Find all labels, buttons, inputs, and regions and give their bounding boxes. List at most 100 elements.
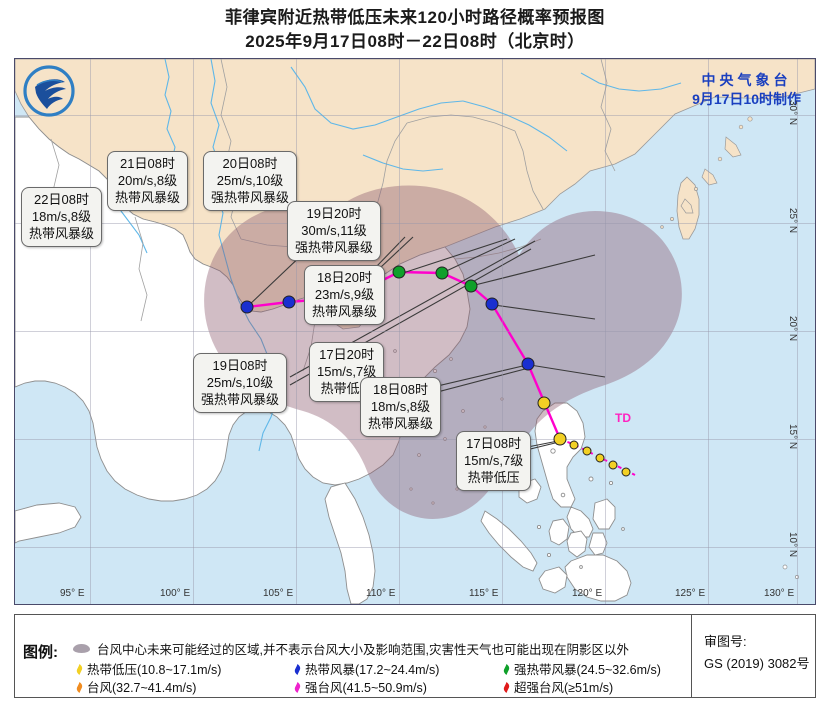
track-point-22日08时[interactable] — [240, 300, 254, 314]
grid-line-lat-25 — [15, 223, 815, 224]
callout-20日08时[interactable]: 20日08时 25m/s,10级 强热带风暴级 — [203, 151, 298, 211]
review-number-label: 审图号: — [704, 634, 747, 649]
legend-left-section: 图例: 台风中心未来可能经过的区域,并不表示台风大小及影响范围,灾害性天气也可能… — [15, 615, 691, 697]
past-point-3 — [595, 453, 605, 463]
callout-category: 热带低压 — [467, 470, 520, 485]
track-point-17日20时[interactable] — [537, 396, 551, 410]
legend-item-superty: 超强台风(≥51m/s) — [514, 681, 614, 695]
typhoon-swirl-icon-superty — [502, 680, 511, 693]
lon-tick-120: 120° E — [572, 588, 603, 599]
chart-title-block: 菲律宾附近热带低压未来120小时路径概率预报图 2025年9月17日08时－22… — [0, 6, 830, 54]
lon-tick-130: 130° E — [764, 588, 795, 599]
callout-category: 强热带风暴级 — [201, 392, 280, 407]
track-point-17日08时[interactable] — [553, 432, 567, 446]
grid-line-lon-130 — [797, 59, 798, 604]
track-point-21日08时[interactable] — [282, 295, 296, 309]
grid-line-lon-125 — [708, 59, 709, 604]
forecast-map[interactable]: 中央气象台 9月17日10时制作 22日08时 18m/s,8级 热带风暴级 2… — [14, 58, 816, 605]
past-point-1 — [569, 440, 579, 450]
legend-item-td: 热带低压(10.8~17.1m/s) — [87, 663, 222, 677]
track-point-20日08时[interactable] — [392, 265, 406, 279]
callout-17日08时[interactable]: 17日08时 15m/s,7级 热带低压 — [456, 431, 532, 491]
grid-line-lon-120 — [605, 59, 606, 604]
callout-18日08时[interactable]: 18日08时 18m/s,8级 热带风暴级 — [360, 377, 442, 437]
philippines-archipelago — [480, 402, 632, 602]
org-stamp: 中央气象台 9月17日10时制作 — [692, 71, 801, 109]
grid-line-lon-105 — [296, 59, 297, 604]
callout-18日20时[interactable]: 18日20时 23m/s,9级 热带风暴级 — [304, 265, 386, 325]
track-point-19日20时b[interactable] — [435, 266, 449, 280]
typhoon-swirl-icon-ts — [293, 662, 302, 675]
callout-time: 18日08时 — [373, 382, 428, 397]
callout-time: 22日08时 — [34, 192, 89, 207]
callout-time: 17日20时 — [319, 347, 375, 362]
legend-item-sts: 强热带风暴(24.5~32.6m/s) — [514, 663, 661, 677]
callout-wind: 25m/s,10级 — [216, 173, 284, 188]
callout-22日08时[interactable]: 22日08时 18m/s,8级 热带风暴级 — [21, 187, 103, 247]
callout-wind: 30m/s,11级 — [301, 223, 367, 238]
legend-item-ts: 热带风暴(17.2~24.4m/s) — [305, 663, 440, 677]
typhoon-swirl-icon-sts — [502, 662, 511, 675]
grid-line-lon-95 — [90, 59, 91, 604]
callout-category: 热带低压 — [320, 381, 373, 396]
callout-category: 热带风暴级 — [312, 304, 378, 319]
callout-19日20时[interactable]: 19日20时 30m/s,11级 强热带风暴级 — [287, 201, 382, 261]
org-stamp-line-1: 中央气象台 — [701, 72, 792, 88]
grid-line-lat-15 — [15, 439, 815, 440]
grid-line-lon-100 — [193, 59, 194, 604]
past-point-4 — [608, 460, 618, 470]
review-number-value: GS (2019) 3082号 — [704, 656, 810, 671]
legend-title: 图例: — [23, 644, 58, 661]
callout-time: 19日20时 — [306, 206, 362, 221]
lat-tick-25: 25° N — [787, 208, 798, 234]
lat-tick-30: 30° N — [787, 100, 798, 126]
title-line-2: 2025年9月17日08时－22日08时（北京时） — [245, 32, 585, 51]
typhoon-swirl-icon-td — [75, 662, 84, 675]
legend-panel: 图例: 台风中心未来可能经过的区域,并不表示台风大小及影响范围,灾害性天气也可能… — [14, 614, 816, 698]
lon-tick-100: 100° E — [160, 588, 191, 599]
callout-19日08时[interactable]: 19日08时 25m/s,10级 强热带风暴级 — [193, 353, 288, 413]
callout-time: 21日08时 — [120, 156, 175, 171]
org-stamp-line-2: 9月17日10时制作 — [692, 91, 801, 107]
td-marker-label: TD — [615, 411, 631, 425]
track-point-18日20时[interactable] — [485, 297, 499, 311]
callout-wind: 23m/s,9级 — [314, 287, 375, 302]
sumatra-landmass — [15, 502, 82, 544]
lon-tick-110: 110° E — [366, 588, 396, 599]
callout-time: 19日08时 — [212, 358, 268, 373]
lon-tick-95: 95° E — [60, 588, 85, 599]
callout-time: 18日20时 — [317, 270, 372, 285]
legend-right-section: 审图号: GS (2019) 3082号 — [691, 615, 815, 697]
cone-description: 台风中心未来可能经过的区域,并不表示台风大小及影响范围,灾害性天气也可能出现在阴… — [97, 643, 629, 657]
lon-tick-115: 115° E — [469, 588, 499, 599]
typhoon-swirl-icon-sty — [293, 680, 302, 693]
grid-line-lon-115 — [502, 59, 503, 604]
lat-tick-20: 20° N — [787, 316, 798, 342]
callout-category: 热带风暴级 — [29, 226, 95, 241]
callout-wind: 18m/s,8级 — [31, 209, 92, 224]
callout-category: 热带风暴级 — [368, 416, 434, 431]
cma-logo — [23, 65, 75, 117]
grid-line-lon-110 — [399, 59, 400, 604]
title-line-1: 菲律宾附近热带低压未来120小时路径概率预报图 — [225, 8, 605, 27]
legend-item-sty: 强台风(41.5~50.9m/s) — [305, 681, 427, 695]
ryukyu-islands — [660, 116, 753, 229]
grid-line-lat-30 — [15, 115, 815, 116]
track-point-19日20时[interactable] — [464, 279, 478, 293]
grid-line-lat-10 — [15, 547, 815, 548]
callout-wind: 20m/s,8级 — [117, 173, 178, 188]
legend-item-ty: 台风(32.7~41.4m/s) — [87, 681, 197, 695]
grid-line-lat-20 — [15, 331, 815, 332]
callout-21日08时[interactable]: 21日08时 20m/s,8级 热带风暴级 — [107, 151, 189, 211]
cone-swatch-icon — [73, 644, 90, 653]
callout-wind: 15m/s,7级 — [464, 453, 524, 468]
callout-time: 20日08时 — [222, 156, 278, 171]
past-point-2 — [582, 446, 592, 456]
past-point-5 — [621, 467, 631, 477]
callout-time: 17日08时 — [466, 436, 522, 451]
track-point-18日08时[interactable] — [521, 357, 535, 371]
callout-wind: 15m/s,7级 — [317, 364, 377, 379]
callout-category: 热带风暴级 — [115, 190, 181, 205]
callout-category: 强热带风暴级 — [211, 190, 290, 205]
lon-tick-105: 105° E — [263, 588, 294, 599]
